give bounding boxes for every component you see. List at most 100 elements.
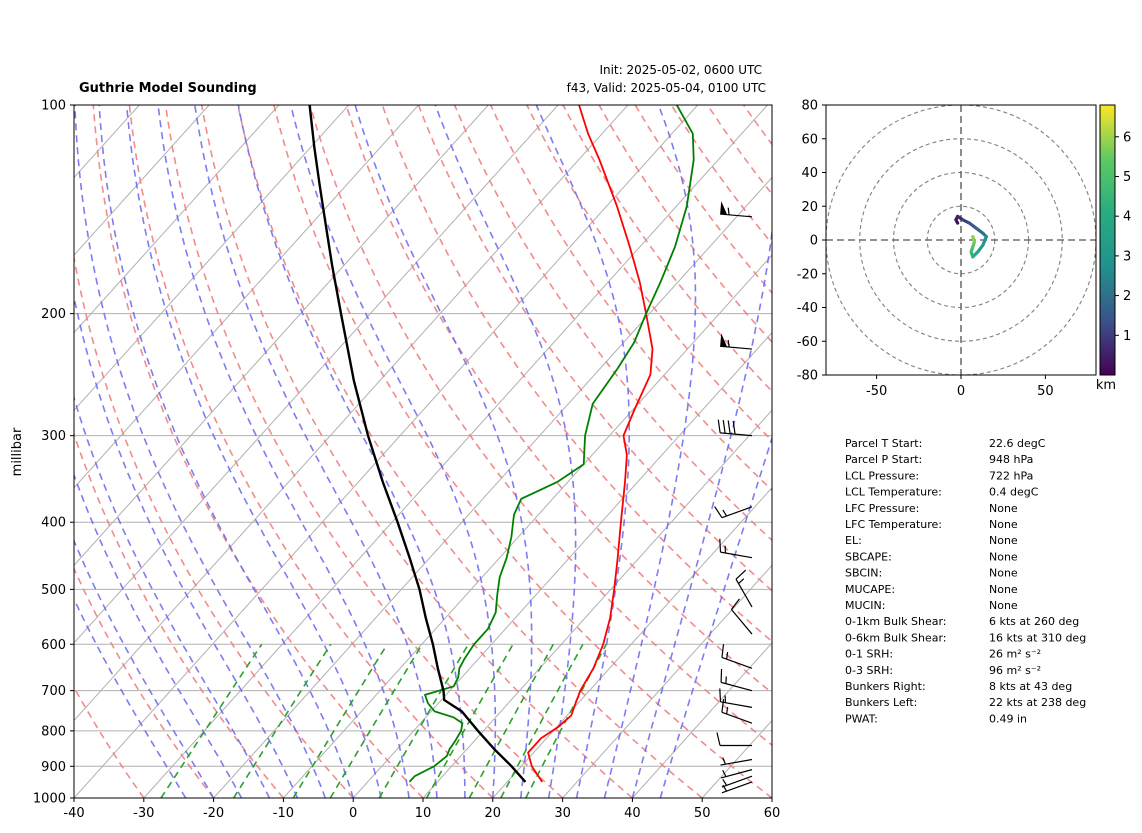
dry-adiabat [598, 105, 772, 344]
hodograph: -50 0 50 80 60 40 20 0 -20 -40 -60 -80 1 2 3 4 5 6 km [797, 99, 1132, 400]
parameter-label: MUCIN: [845, 599, 885, 612]
parameter-value: 96 m² s⁻² [989, 664, 1041, 677]
x-tick-label: 60 [764, 806, 781, 821]
parameter-label: SBCAPE: [845, 550, 892, 563]
dry-adiabat [453, 105, 772, 542]
wind-barb [720, 333, 753, 350]
wind-barb [720, 769, 753, 779]
valid-time: f43, Valid: 2025-05-04, 0100 UTC [567, 81, 766, 95]
mixing-ratio-line [425, 643, 514, 798]
wind-barb [721, 698, 753, 724]
parameter-row: EL: None [845, 534, 1018, 547]
dry-adiabat [670, 105, 772, 245]
wind-barb [720, 669, 753, 692]
parameter-label: 0-3 SRH: [845, 664, 893, 677]
temperature-profile [527, 105, 654, 783]
parameter-row: Bunkers Right: 8 kts at 43 deg [845, 680, 1072, 693]
moist-adiabat [157, 105, 410, 798]
moist-adiabat [74, 597, 187, 798]
hodograph-plot [826, 105, 1096, 375]
parameter-label: EL: [845, 534, 862, 547]
parameter-label: LFC Pressure: [845, 502, 919, 515]
x-tick-label: 20 [485, 806, 502, 821]
parameter-row: 0-6km Bulk Shear: 16 kts at 310 deg [845, 631, 1086, 644]
moist-adiabat [125, 105, 382, 798]
mixing-ratio-line [329, 643, 423, 798]
isotherm-line [283, 254, 772, 798]
x-tick-label: 10 [415, 806, 432, 821]
dry-adiabat [200, 105, 633, 798]
colorbar-tick-label: 3 [1123, 249, 1131, 264]
parameter-row: LFC Temperature: None [845, 518, 1018, 531]
dry-adiabat [489, 105, 772, 492]
moist-adiabat [237, 105, 466, 798]
y-tick-label: 200 [41, 307, 66, 322]
moist-adiabat [603, 105, 697, 798]
hodo-x-tick-label: -50 [866, 384, 887, 399]
isotherm-line [143, 105, 768, 798]
moist-adiabat [74, 472, 243, 798]
parameter-value: 26 m² s⁻² [989, 648, 1041, 661]
isotherm-line [74, 105, 489, 567]
colorbar-tick-label: 2 [1123, 289, 1131, 304]
isotherm-line [74, 105, 350, 411]
dry-adiabat [273, 105, 772, 798]
parameter-value: None [989, 567, 1018, 580]
isotherm-line [352, 331, 772, 798]
hodograph-axes: -50 0 50 80 60 40 20 0 -20 -40 -60 -80 [797, 99, 1054, 400]
mixing-ratio-line [232, 643, 332, 798]
isotherm-line [74, 105, 280, 334]
wind-barb [719, 688, 753, 708]
y-tick-label: 1000 [33, 792, 66, 807]
dry-adiabat [381, 105, 772, 643]
moist-adiabat [74, 105, 327, 798]
parameter-row: MUCIN: None [845, 599, 1018, 612]
parameter-row: SBCAPE: None [845, 550, 1018, 563]
skewt-frame [73, 104, 773, 799]
dry-adiabat [706, 105, 772, 196]
dry-adiabat [816, 105, 1142, 798]
parameter-value: 22 kts at 238 deg [989, 696, 1086, 709]
parameter-row: LCL Temperature: 0.4 degC [845, 486, 1039, 499]
parameter-row: Parcel P Start: 948 hPa [845, 453, 1033, 466]
colorbar-tick-label: 5 [1123, 170, 1131, 185]
hodo-x-tick-label: 50 [1037, 384, 1054, 399]
parameter-value: 22.6 degC [989, 437, 1046, 450]
wind-barb [721, 781, 753, 794]
parameter-label: 0-6km Bulk Shear: [845, 631, 947, 644]
hodo-x-tick-label: 0 [957, 384, 965, 399]
y-axis-label: millibar [10, 427, 25, 476]
wind-barb [717, 419, 753, 437]
wind-barb [720, 201, 753, 218]
parameter-label: Parcel T Start: [845, 437, 922, 450]
parameter-row: 0-1 SRH: 26 m² s⁻² [845, 648, 1041, 661]
moist-adiabat [434, 105, 577, 798]
parameter-row: PWAT: 0.49 in [845, 712, 1027, 725]
mixing-ratio-line [160, 643, 263, 798]
x-tick-label: -10 [273, 806, 294, 821]
dry-adiabat [562, 105, 772, 393]
x-tick-label: 30 [554, 806, 571, 821]
parameter-label: 0-1 SRH: [845, 648, 893, 661]
isotherm-line [74, 105, 419, 489]
x-tick-label: -30 [133, 806, 154, 821]
dry-adiabat [634, 105, 772, 295]
y-tick-label: 600 [41, 638, 66, 653]
moist-adiabat [631, 226, 772, 798]
y-tick-label: 400 [41, 516, 66, 531]
dry-adiabat [526, 105, 772, 442]
colorbar-label: km [1096, 378, 1116, 393]
parameter-row: LFC Pressure: None [845, 502, 1018, 515]
moist-adiabat [74, 293, 299, 798]
parameter-value: None [989, 550, 1018, 563]
chart-title: Guthrie Model Sounding [79, 81, 257, 96]
skewt-profiles [308, 105, 695, 783]
isotherm-line [771, 797, 772, 798]
dry-adiabat [417, 105, 772, 592]
parameter-value: 8 kts at 43 deg [989, 680, 1072, 693]
dry-adiabat [92, 105, 424, 798]
parameter-row: LCL Pressure: 722 hPa [845, 469, 1033, 482]
y-tick-label: 100 [41, 99, 66, 114]
hodo-y-tick-label: 40 [801, 166, 818, 181]
